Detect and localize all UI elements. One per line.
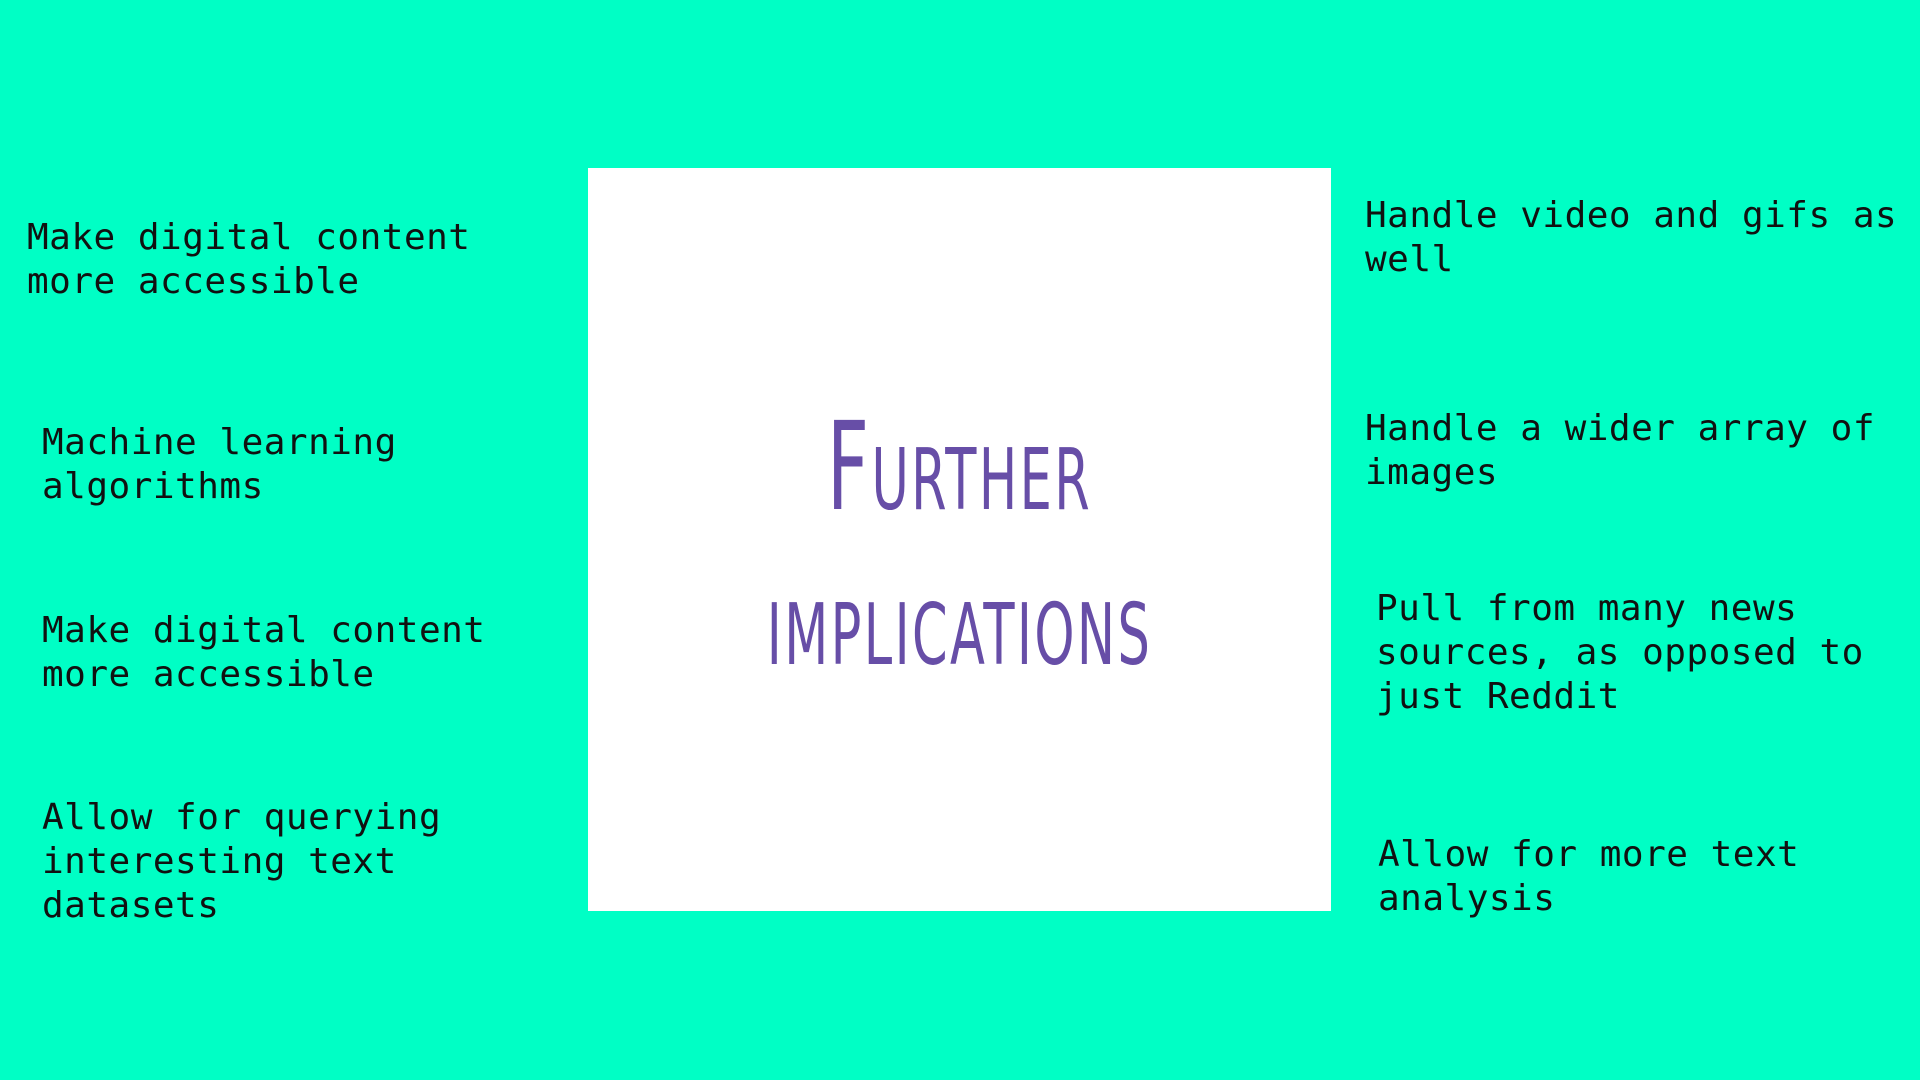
right-note-3: Pull from many news sources, as opposed … (1376, 588, 1864, 717)
right-note-2: Handle a wider array of images (1365, 408, 1875, 493)
left-note-1: Make digital content more accessible (27, 217, 471, 302)
title-line-2: implications (766, 551, 1153, 693)
left-note-3: Make digital content more accessible (42, 610, 486, 695)
right-note-1: Handle video and gifs as well (1365, 195, 1898, 280)
left-note-2: Machine learning algorithms (42, 422, 397, 507)
title-card (588, 168, 1331, 911)
right-note-4: Allow for more text analysis (1378, 834, 1800, 919)
left-note-4: Allow for querying interesting text data… (42, 797, 442, 926)
title-line-1: Further (826, 396, 1093, 538)
slide-title: Further implications (737, 390, 1183, 700)
